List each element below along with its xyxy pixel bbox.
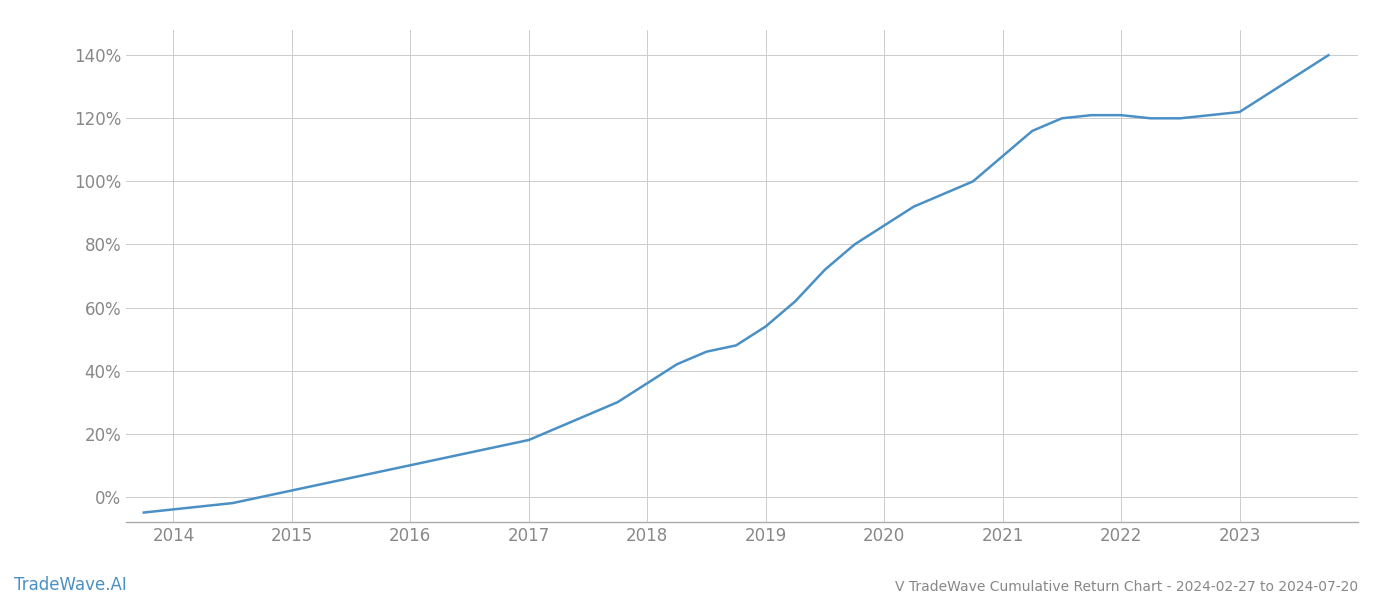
Text: TradeWave.AI: TradeWave.AI (14, 576, 127, 594)
Text: V TradeWave Cumulative Return Chart - 2024-02-27 to 2024-07-20: V TradeWave Cumulative Return Chart - 20… (895, 580, 1358, 594)
